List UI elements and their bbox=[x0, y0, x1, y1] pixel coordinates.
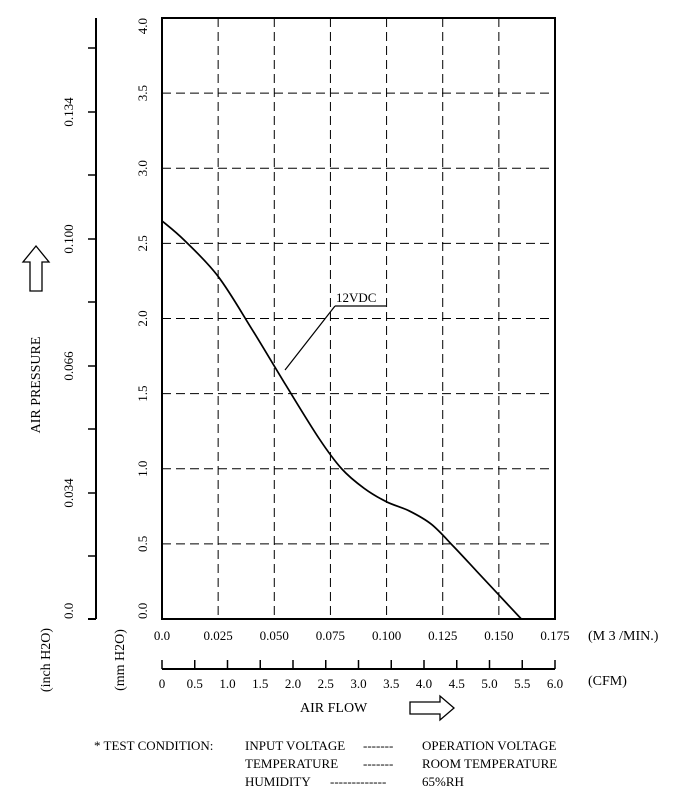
condition-label: HUMIDITY bbox=[245, 774, 311, 789]
mm-tick-label: 2.0 bbox=[135, 310, 150, 326]
mm-tick-label: 3.0 bbox=[135, 160, 150, 176]
mm-unit-label: (mm H2O) bbox=[113, 629, 128, 691]
cfm-tick-label: 5.5 bbox=[514, 676, 530, 691]
series-12vdc-label: 12VDC bbox=[336, 290, 376, 305]
inch-axis-ticks: 0.0 0.034 0.066 0.100 0.134 bbox=[61, 47, 96, 620]
plot-frame bbox=[161, 17, 556, 620]
grid-lines bbox=[162, 18, 555, 619]
condition-label: INPUT VOLTAGE bbox=[245, 738, 345, 753]
mm-tick-label: 1.0 bbox=[135, 461, 150, 477]
cfm-tick-label: 3.5 bbox=[383, 676, 399, 691]
cfm-tick-label: 4.5 bbox=[449, 676, 465, 691]
cfm-tick-label: 0 bbox=[159, 676, 166, 691]
mm-tick-label: 3.5 bbox=[135, 85, 150, 101]
test-condition-prefix: * TEST CONDITION: bbox=[94, 738, 213, 753]
flow-tick-label: 0.025 bbox=[204, 628, 233, 643]
mm-tick-label: 0.5 bbox=[135, 536, 150, 552]
condition-dashes: ------- bbox=[363, 738, 393, 753]
mm-tick-label: 4.0 bbox=[135, 18, 150, 34]
condition-value: 65%RH bbox=[422, 774, 464, 789]
cfm-tick-label: 2.5 bbox=[318, 676, 334, 691]
inch-tick-label: 0.066 bbox=[61, 351, 76, 381]
up-arrow-icon bbox=[21, 244, 51, 292]
condition-dashes: ------------- bbox=[330, 774, 386, 789]
inch-unit-label: (inch H2O) bbox=[39, 628, 54, 692]
flow-tick-label: 0.125 bbox=[428, 628, 457, 643]
mm-tick-label: 1.5 bbox=[135, 386, 150, 402]
cfm-tick-label: 1.0 bbox=[219, 676, 235, 691]
flow-axis-ticks: 0.0 0.025 0.050 0.075 0.100 0.125 0.150 0.175 bbox=[154, 628, 570, 643]
condition-dashes: ------- bbox=[363, 756, 393, 771]
series-12vdc-line bbox=[161, 220, 522, 620]
cfm-tick-label: 3.0 bbox=[350, 676, 366, 691]
x-axis-title: AIR FLOW bbox=[300, 701, 368, 716]
cfm-unit-label: (CFM) bbox=[588, 674, 627, 689]
condition-value: OPERATION VOLTAGE bbox=[422, 738, 556, 753]
cfm-tick-label: 4.0 bbox=[416, 676, 432, 691]
inch-tick-label: 0.134 bbox=[61, 97, 76, 127]
inch-tick-label: 0.0 bbox=[61, 603, 76, 619]
flow-tick-label: 0.050 bbox=[260, 628, 289, 643]
cfm-tick-label: 2.0 bbox=[285, 676, 301, 691]
flow-unit-label: (M 3 /MIN.) bbox=[588, 629, 659, 644]
cfm-tick-label: 0.5 bbox=[187, 676, 203, 691]
mm-tick-label: 2.5 bbox=[135, 235, 150, 251]
flow-tick-label: 0.075 bbox=[316, 628, 345, 643]
condition-label: TEMPERATURE bbox=[245, 756, 338, 771]
cfm-axis-ticks: 0 0.5 1.0 1.5 2.0 2.5 3.0 3.5 4.0 4.5 5.0 5.5 6.0 bbox=[159, 660, 563, 691]
cfm-tick-label: 5.0 bbox=[481, 676, 497, 691]
cfm-tick-label: 6.0 bbox=[547, 676, 563, 691]
y-axis-title: AIR PRESSURE bbox=[29, 337, 44, 434]
flow-tick-label: 0.100 bbox=[372, 628, 401, 643]
mm-tick-label: 0.0 bbox=[135, 603, 150, 619]
flow-tick-label: 0.175 bbox=[540, 628, 569, 643]
inch-tick-label: 0.034 bbox=[61, 478, 76, 508]
flow-tick-label: 0.0 bbox=[154, 628, 170, 643]
flow-tick-label: 0.150 bbox=[484, 628, 513, 643]
inch-tick-label: 0.100 bbox=[61, 224, 76, 253]
cfm-tick-label: 1.5 bbox=[252, 676, 268, 691]
mm-axis-ticks: 0.0 0.5 1.0 1.5 2.0 2.5 3.0 3.5 4.0 bbox=[135, 18, 150, 619]
right-arrow-icon bbox=[409, 694, 455, 722]
series-label-leader bbox=[284, 305, 336, 371]
condition-value: ROOM TEMPERATURE bbox=[422, 756, 557, 771]
